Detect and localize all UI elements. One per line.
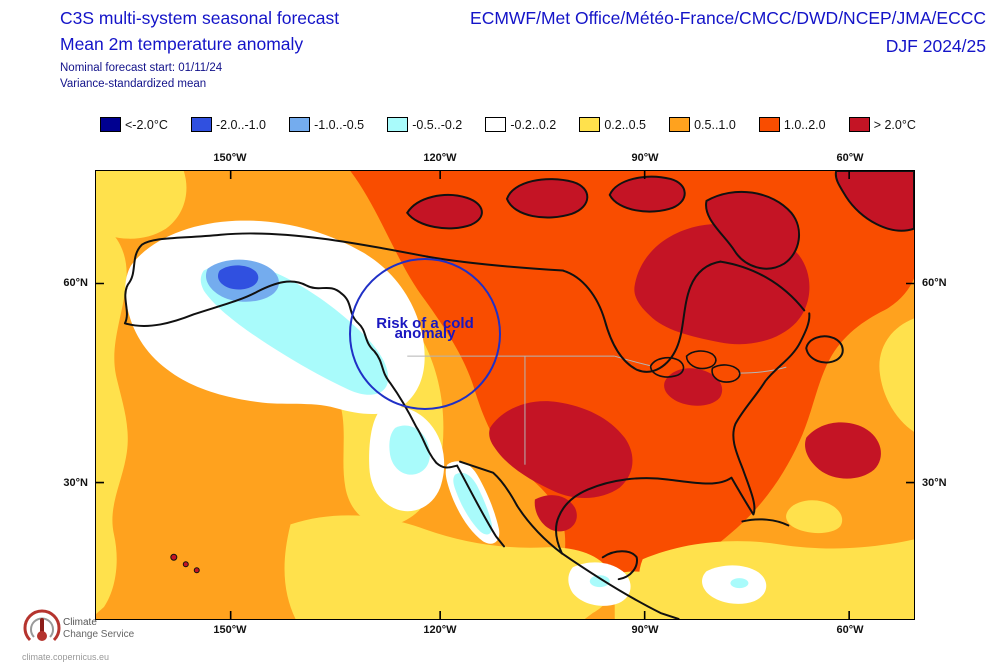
region-cold-blue — [218, 265, 259, 290]
color-legend: <-2.0°C -2.0..-1.0 -1.0..-0.5 -0.5..-0.2… — [100, 117, 916, 132]
legend-item: 0.2..0.5 — [579, 117, 646, 132]
logo-text: Climate Change Service — [63, 617, 134, 641]
page-title-line1: C3S multi-system seasonal forecast — [60, 8, 340, 28]
legend-swatch — [387, 117, 409, 132]
legend-item: <-2.0°C — [100, 117, 168, 132]
legend-swatch — [848, 117, 870, 132]
axis-label-top-120w: 120°W — [423, 152, 457, 164]
axis-label-bottom-150w: 150°W — [213, 624, 247, 636]
annotation-text-line2: anomaly — [394, 325, 456, 342]
forecast-start-label: Nominal forecast start: 01/11/24 — [60, 62, 223, 74]
axis-label-top-60w: 60°W — [836, 152, 864, 164]
legend-item: -1.0..-0.5 — [289, 117, 364, 132]
axis-ticks — [96, 171, 914, 619]
legend-item: > 2.0°C — [848, 117, 916, 132]
legend-swatch — [190, 117, 212, 132]
legend-swatch — [758, 117, 780, 132]
legend-item: 0.5..1.0 — [669, 117, 736, 132]
legend-swatch — [579, 117, 601, 132]
political-borders — [407, 355, 787, 465]
models-list: ECMWF/Met Office/Météo-France/CMCC/DWD/N… — [470, 8, 986, 28]
axis-label-bottom-90w: 90°W — [631, 624, 659, 636]
axis-label-bottom-120w: 120°W — [423, 624, 457, 636]
arctic-islands — [406, 171, 914, 270]
map-svg — [96, 171, 914, 619]
hawaii-islands — [170, 553, 200, 574]
great-lakes — [649, 350, 741, 383]
axis-label-top-90w: 90°W — [631, 152, 659, 164]
page-title-line2: Mean 2m temperature anomaly — [60, 34, 304, 54]
forecast-map — [95, 170, 915, 620]
legend-item: -0.2..0.2 — [485, 117, 556, 132]
axis-label-right-30n: 30°N — [922, 477, 947, 489]
annotation-text-line1: Risk of a cold — [376, 314, 474, 332]
legend-label: 0.2..0.5 — [604, 117, 647, 132]
legend-item: 1.0..2.0 — [758, 117, 826, 132]
legend-label: -2.0..-1.0 — [215, 117, 266, 132]
legend-label: > 2.0°C — [873, 117, 916, 132]
axis-label-top-150w: 150°W — [213, 152, 247, 164]
season-label: DJF 2024/25 — [885, 36, 986, 56]
copernicus-logo-icon — [23, 609, 61, 642]
legend-label: 0.5..1.0 — [694, 117, 736, 132]
legend-swatch — [485, 117, 507, 132]
legend-swatch — [289, 117, 311, 132]
variance-standardized-label: Variance-standardized mean — [60, 78, 207, 90]
axis-label-left-30n: 30°N — [63, 477, 88, 489]
axis-label-bottom-60w: 60°W — [836, 624, 864, 636]
legend-label: <-2.0°C — [125, 117, 168, 132]
cold-anomaly-annotation-circle: Risk of a cold anomaly — [349, 258, 501, 410]
logo-text-line1: Climate — [63, 617, 97, 628]
axis-label-left-60n: 60°N — [63, 277, 88, 289]
legend-item: -2.0..-1.0 — [190, 117, 266, 132]
legend-label: -0.2..0.2 — [510, 117, 557, 132]
region-yellow-patches — [96, 171, 914, 619]
axis-label-right-60n: 60°N — [922, 277, 947, 289]
legend-item: -0.5..-0.2 — [387, 117, 462, 132]
legend-label: 1.0..2.0 — [783, 117, 826, 132]
logo-url: climate.copernicus.eu — [22, 652, 110, 662]
legend-swatch — [669, 117, 691, 132]
legend-label: -1.0..-0.5 — [314, 117, 365, 132]
legend-swatch — [100, 117, 121, 132]
logo-text-line2: Change Service — [63, 629, 135, 640]
legend-label: -0.5..-0.2 — [412, 117, 463, 132]
